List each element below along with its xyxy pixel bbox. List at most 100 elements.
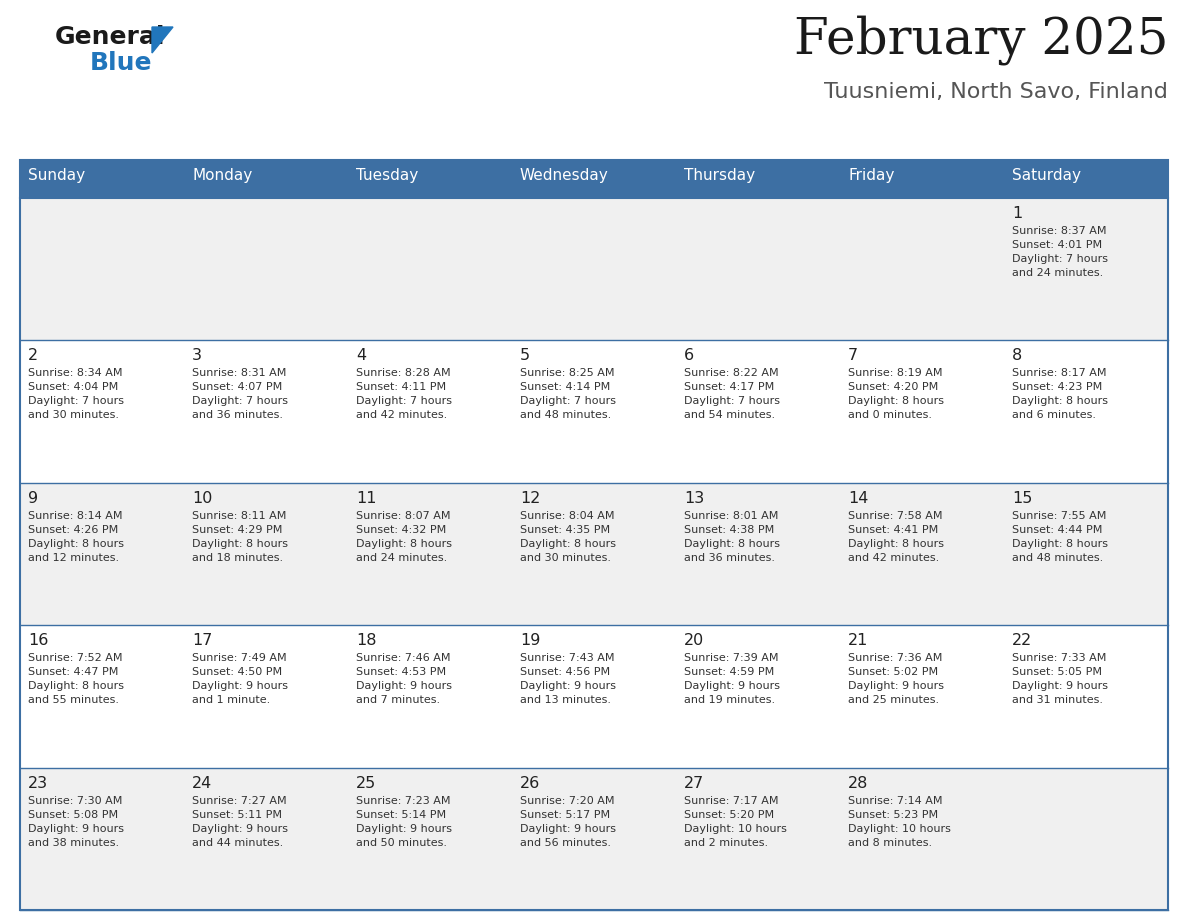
Text: Sunrise: 7:36 AM: Sunrise: 7:36 AM	[848, 654, 942, 663]
Text: Sunset: 4:56 PM: Sunset: 4:56 PM	[520, 667, 611, 677]
Text: 6: 6	[684, 349, 694, 364]
Text: 11: 11	[356, 491, 377, 506]
Text: Sunrise: 7:39 AM: Sunrise: 7:39 AM	[684, 654, 778, 663]
Bar	[20, 625, 1168, 767]
Text: 5: 5	[520, 349, 530, 364]
Text: Tuesday: Tuesday	[356, 168, 418, 183]
Text: Sunset: 4:11 PM: Sunset: 4:11 PM	[356, 383, 447, 392]
Text: and 42 minutes.: and 42 minutes.	[848, 553, 940, 563]
Text: Daylight: 10 hours: Daylight: 10 hours	[684, 823, 786, 834]
Text: Sunrise: 8:34 AM: Sunrise: 8:34 AM	[29, 368, 122, 378]
Text: Thursday: Thursday	[684, 168, 756, 183]
Text: Sunset: 4:07 PM: Sunset: 4:07 PM	[192, 383, 283, 392]
Text: Daylight: 9 hours: Daylight: 9 hours	[356, 681, 451, 691]
Text: 24: 24	[192, 776, 213, 790]
Text: and 13 minutes.: and 13 minutes.	[520, 695, 611, 705]
Text: and 24 minutes.: and 24 minutes.	[356, 553, 447, 563]
Text: Sunset: 4:47 PM: Sunset: 4:47 PM	[29, 667, 119, 677]
Text: Sunset: 5:20 PM: Sunset: 5:20 PM	[684, 810, 775, 820]
Text: Sunset: 4:04 PM: Sunset: 4:04 PM	[29, 383, 119, 392]
Text: Sunset: 5:17 PM: Sunset: 5:17 PM	[520, 810, 611, 820]
Text: Sunset: 4:38 PM: Sunset: 4:38 PM	[684, 525, 775, 535]
Text: 10: 10	[192, 491, 213, 506]
Text: Daylight: 7 hours: Daylight: 7 hours	[356, 397, 451, 407]
Text: Daylight: 9 hours: Daylight: 9 hours	[848, 681, 944, 691]
Bar	[20, 198, 1168, 341]
Text: 3: 3	[192, 349, 202, 364]
Text: 2: 2	[29, 349, 38, 364]
Text: Sunrise: 7:58 AM: Sunrise: 7:58 AM	[848, 510, 942, 521]
Text: Daylight: 9 hours: Daylight: 9 hours	[29, 823, 124, 834]
Text: 28: 28	[848, 776, 868, 790]
Text: 1: 1	[1012, 206, 1022, 221]
Text: Sunrise: 7:17 AM: Sunrise: 7:17 AM	[684, 796, 778, 806]
Text: and 24 minutes.: and 24 minutes.	[1012, 268, 1104, 278]
Text: and 8 minutes.: and 8 minutes.	[848, 837, 933, 847]
Text: Sunrise: 7:14 AM: Sunrise: 7:14 AM	[848, 796, 942, 806]
Text: Wednesday: Wednesday	[520, 168, 608, 183]
Text: Daylight: 7 hours: Daylight: 7 hours	[1012, 254, 1108, 264]
Text: Sunset: 5:05 PM: Sunset: 5:05 PM	[1012, 667, 1102, 677]
Bar	[20, 483, 1168, 625]
Text: Daylight: 7 hours: Daylight: 7 hours	[29, 397, 124, 407]
Text: and 0 minutes.: and 0 minutes.	[848, 410, 933, 420]
Bar	[20, 160, 1168, 198]
Text: Sunrise: 8:04 AM: Sunrise: 8:04 AM	[520, 510, 614, 521]
Text: Daylight: 8 hours: Daylight: 8 hours	[356, 539, 451, 549]
Text: Sunset: 4:20 PM: Sunset: 4:20 PM	[848, 383, 939, 392]
Text: and 56 minutes.: and 56 minutes.	[520, 837, 611, 847]
Text: Sunrise: 7:20 AM: Sunrise: 7:20 AM	[520, 796, 614, 806]
Text: 19: 19	[520, 633, 541, 648]
Text: Blue: Blue	[90, 51, 152, 75]
Text: 18: 18	[356, 633, 377, 648]
Text: Sunrise: 8:07 AM: Sunrise: 8:07 AM	[356, 510, 450, 521]
Text: Sunset: 5:02 PM: Sunset: 5:02 PM	[848, 667, 939, 677]
Text: Sunset: 4:26 PM: Sunset: 4:26 PM	[29, 525, 119, 535]
Text: Monday: Monday	[192, 168, 252, 183]
Text: and 25 minutes.: and 25 minutes.	[848, 695, 940, 705]
Text: Daylight: 8 hours: Daylight: 8 hours	[684, 539, 781, 549]
Text: and 31 minutes.: and 31 minutes.	[1012, 695, 1102, 705]
Text: Sunrise: 8:11 AM: Sunrise: 8:11 AM	[192, 510, 286, 521]
Text: Sunrise: 7:46 AM: Sunrise: 7:46 AM	[356, 654, 450, 663]
Text: Sunrise: 8:22 AM: Sunrise: 8:22 AM	[684, 368, 778, 378]
Text: General: General	[55, 25, 165, 49]
Text: and 19 minutes.: and 19 minutes.	[684, 695, 775, 705]
Text: 25: 25	[356, 776, 377, 790]
Text: Daylight: 9 hours: Daylight: 9 hours	[684, 681, 781, 691]
Text: and 12 minutes.: and 12 minutes.	[29, 553, 119, 563]
Text: Saturday: Saturday	[1012, 168, 1081, 183]
Text: Sunset: 5:14 PM: Sunset: 5:14 PM	[356, 810, 447, 820]
Text: Sunset: 4:53 PM: Sunset: 4:53 PM	[356, 667, 447, 677]
Text: Sunrise: 7:27 AM: Sunrise: 7:27 AM	[192, 796, 286, 806]
Text: 7: 7	[848, 349, 858, 364]
Text: and 36 minutes.: and 36 minutes.	[192, 410, 283, 420]
Text: Daylight: 7 hours: Daylight: 7 hours	[192, 397, 287, 407]
Text: 26: 26	[520, 776, 541, 790]
Text: Sunset: 4:41 PM: Sunset: 4:41 PM	[848, 525, 939, 535]
Bar	[20, 767, 1168, 910]
Text: Sunrise: 7:30 AM: Sunrise: 7:30 AM	[29, 796, 122, 806]
Text: Sunset: 4:50 PM: Sunset: 4:50 PM	[192, 667, 282, 677]
Text: Sunset: 4:01 PM: Sunset: 4:01 PM	[1012, 240, 1102, 250]
Text: Daylight: 8 hours: Daylight: 8 hours	[1012, 397, 1108, 407]
Text: Sunset: 5:08 PM: Sunset: 5:08 PM	[29, 810, 118, 820]
Text: Sunday: Sunday	[29, 168, 86, 183]
Text: 13: 13	[684, 491, 704, 506]
Text: 23: 23	[29, 776, 49, 790]
Text: and 48 minutes.: and 48 minutes.	[520, 410, 612, 420]
Text: Daylight: 9 hours: Daylight: 9 hours	[192, 681, 287, 691]
Text: Daylight: 9 hours: Daylight: 9 hours	[1012, 681, 1108, 691]
Text: and 48 minutes.: and 48 minutes.	[1012, 553, 1104, 563]
Text: Sunset: 4:23 PM: Sunset: 4:23 PM	[1012, 383, 1102, 392]
Text: Daylight: 8 hours: Daylight: 8 hours	[848, 539, 944, 549]
Text: Sunrise: 7:52 AM: Sunrise: 7:52 AM	[29, 654, 122, 663]
Text: Sunset: 5:11 PM: Sunset: 5:11 PM	[192, 810, 282, 820]
Text: Sunset: 4:14 PM: Sunset: 4:14 PM	[520, 383, 611, 392]
Text: Sunrise: 7:55 AM: Sunrise: 7:55 AM	[1012, 510, 1106, 521]
Text: 27: 27	[684, 776, 704, 790]
Text: Sunset: 4:32 PM: Sunset: 4:32 PM	[356, 525, 447, 535]
Text: Daylight: 10 hours: Daylight: 10 hours	[848, 823, 950, 834]
Text: Sunset: 4:59 PM: Sunset: 4:59 PM	[684, 667, 775, 677]
Text: Daylight: 9 hours: Daylight: 9 hours	[356, 823, 451, 834]
